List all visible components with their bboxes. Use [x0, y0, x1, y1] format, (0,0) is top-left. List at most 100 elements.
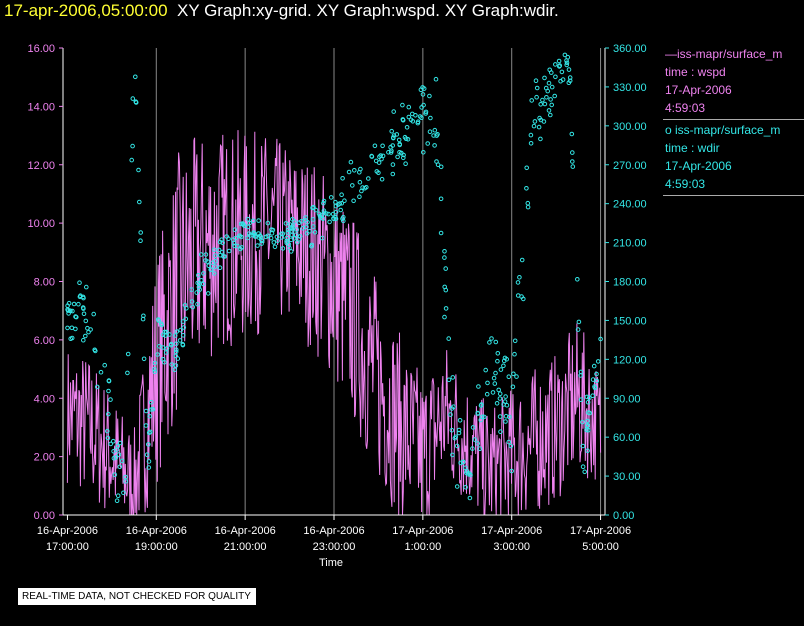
- wdir-point: [157, 344, 162, 349]
- wdir-point: [438, 230, 444, 236]
- wdir-point: [503, 394, 508, 399]
- wdir-point: [578, 397, 584, 403]
- wdir-point: [70, 308, 75, 314]
- wdir-point: [208, 267, 213, 272]
- wdir-point: [324, 211, 329, 216]
- wdir-point: [421, 86, 427, 91]
- wdir-point: [594, 371, 599, 377]
- wdir-point: [115, 493, 121, 499]
- wdir-point: [65, 308, 71, 313]
- wdir-point: [83, 318, 89, 324]
- wdir-point: [269, 231, 275, 236]
- wdir-point: [113, 455, 119, 460]
- wdir-point: [458, 460, 464, 466]
- wdir-point: [342, 198, 347, 203]
- wdir-point: [470, 446, 475, 451]
- wdir-point: [173, 349, 179, 355]
- wdir-point: [123, 474, 128, 480]
- wdir-point: [350, 183, 355, 188]
- wdir-point: [117, 464, 123, 470]
- left-tick-label: 2.00: [34, 452, 55, 464]
- wdir-point: [570, 159, 575, 164]
- wdir-point: [372, 143, 378, 149]
- wdir-point: [180, 342, 186, 348]
- wdir-point: [506, 439, 512, 445]
- wdir-point: [524, 165, 530, 171]
- wdir-point: [428, 115, 433, 121]
- wdir-point: [69, 325, 75, 331]
- wdir-point: [529, 98, 535, 103]
- wdir-point: [182, 302, 188, 308]
- wdir-point: [255, 243, 260, 248]
- wdir-point: [389, 128, 395, 134]
- wdir-point: [532, 119, 538, 124]
- wdir-point: [395, 154, 400, 160]
- wdir-point: [160, 357, 166, 362]
- wdir-series: [65, 52, 603, 504]
- wdir-point: [333, 216, 339, 222]
- timestamp: 17-apr-2006,05:00:00: [4, 1, 168, 20]
- wdir-point: [585, 448, 590, 454]
- wdir-point: [189, 287, 194, 292]
- wdir-point: [259, 238, 265, 244]
- wdir-point: [446, 336, 452, 341]
- wdir-point: [560, 77, 566, 82]
- wdir-point: [503, 413, 509, 419]
- wdir-point: [290, 217, 295, 222]
- wdir-point: [173, 353, 179, 359]
- wdir-point: [493, 339, 499, 345]
- wdir-point: [111, 455, 117, 461]
- wdir-point: [546, 108, 552, 113]
- wdir-point: [406, 104, 412, 110]
- wdir-point: [366, 176, 371, 181]
- wdir-point: [567, 75, 573, 80]
- wdir-point: [400, 102, 405, 108]
- legend-wspd-name: —iss-mapr/surface_m: [665, 47, 783, 61]
- wdir-point: [201, 271, 206, 276]
- wdir-point: [492, 381, 498, 386]
- wdir-point: [536, 124, 542, 130]
- wdir-point: [468, 472, 473, 478]
- wdir-point: [457, 418, 463, 423]
- wdir-point: [525, 204, 531, 210]
- wdir-point: [164, 346, 170, 351]
- wdir-point: [580, 464, 586, 470]
- wdir-point: [400, 117, 406, 122]
- wdir-point: [164, 329, 169, 335]
- wdir-point: [226, 236, 231, 241]
- wdir-point: [403, 161, 408, 166]
- wdir-point: [379, 176, 385, 182]
- wdir-point: [369, 153, 374, 159]
- wdir-point: [146, 459, 152, 464]
- wdir-point: [178, 327, 183, 333]
- left-tick-label: 4.00: [34, 393, 55, 405]
- wdir-point: [76, 301, 81, 307]
- wdir-point: [77, 280, 82, 286]
- wdir-point: [147, 413, 152, 419]
- wdir-point: [449, 427, 455, 433]
- wdir-point: [321, 210, 327, 216]
- wdir-point: [432, 127, 438, 133]
- wdir-point: [487, 340, 492, 345]
- wdir-point: [129, 157, 134, 163]
- wdir-point: [549, 102, 555, 108]
- wdir-point: [245, 224, 251, 230]
- wdir-point: [285, 227, 291, 233]
- wdir-point: [517, 275, 522, 280]
- wdir-point: [172, 367, 177, 373]
- wdir-point: [415, 119, 421, 124]
- wdir-point: [528, 132, 534, 138]
- wdir-point: [271, 240, 277, 245]
- legend-wdir-time: 4:59:03: [665, 177, 706, 191]
- wdir-point: [199, 278, 204, 283]
- wdir-point: [106, 378, 112, 383]
- wdir-point: [397, 141, 403, 147]
- wdir-point: [595, 359, 601, 364]
- wdir-point: [86, 329, 91, 335]
- wdir-point: [195, 280, 200, 286]
- wdir-point: [391, 133, 397, 138]
- wdir-point: [420, 92, 426, 97]
- wdir-point: [362, 185, 368, 191]
- wdir-point: [490, 390, 496, 395]
- wdir-point: [108, 441, 113, 447]
